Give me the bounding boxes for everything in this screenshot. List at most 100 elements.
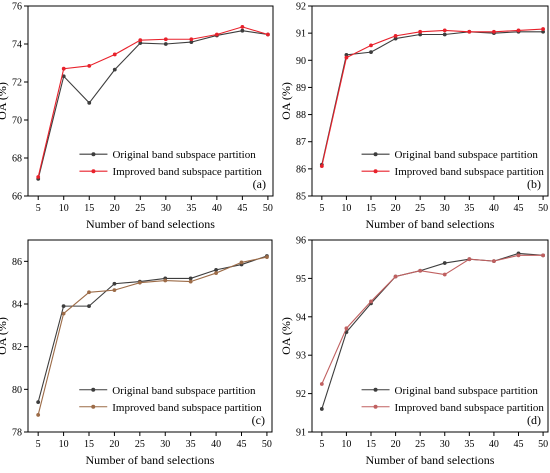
y-tick-label: 88: [296, 110, 306, 121]
x-tick-label: 20: [391, 203, 401, 214]
data-point: [188, 276, 193, 281]
x-tick-label: 45: [237, 439, 247, 450]
data-point: [240, 28, 245, 33]
x-tick-label: 30: [440, 203, 450, 214]
data-point: [112, 67, 117, 72]
data-point: [36, 400, 41, 405]
y-axis-label: OA (%): [279, 317, 293, 355]
data-point: [87, 304, 91, 309]
x-tick-label: 35: [186, 439, 196, 450]
series-line-1: [37, 255, 268, 403]
x-tick-label: 15: [366, 203, 376, 214]
legend-swatch-marker: [373, 387, 378, 392]
legend-label: Improved band subspace partition: [112, 402, 262, 414]
data-point: [467, 29, 472, 34]
y-tick-label: 89: [296, 83, 306, 94]
series-line-2: [321, 28, 544, 167]
legend-label: Improved band subspace partition: [395, 166, 545, 178]
data-point: [36, 413, 41, 417]
y-tick-label: 76: [12, 2, 22, 13]
data-point: [188, 279, 193, 284]
y-tick-label: 78: [12, 428, 22, 439]
x-tick-label: 40: [211, 439, 221, 450]
x-tick-label: 5: [36, 439, 41, 450]
data-point: [344, 55, 349, 60]
x-tick-label: 15: [366, 439, 376, 450]
panel-1: 5 10 15 20 25 30 35 40 45 50 66 68 70 72 74 76 Number of…: [0, 2, 274, 231]
data-point: [163, 278, 168, 283]
legend-swatch-marker: [91, 152, 96, 157]
y-tick-label: 94: [296, 312, 306, 323]
panel-label: (c): [252, 413, 265, 427]
x-tick-label: 20: [110, 203, 120, 214]
x-tick-label: 5: [319, 203, 324, 214]
legend-swatch-marker: [91, 387, 96, 392]
data-point: [189, 40, 194, 44]
legend-label: Original band subspace partition: [112, 149, 256, 161]
data-point: [467, 257, 472, 262]
y-tick-label: 86: [12, 257, 22, 268]
data-point: [61, 66, 66, 71]
legend-label: Improved band subspace partition: [395, 402, 545, 414]
data-point: [344, 326, 349, 331]
legend-swatch-marker: [373, 152, 378, 157]
x-tick-label: 25: [415, 203, 425, 214]
y-tick-label: 86: [296, 164, 306, 175]
series-line-2: [37, 256, 268, 416]
x-tick-label: 15: [84, 439, 94, 450]
plot-frame: [27, 239, 273, 433]
legend-label: Original band subspace partition: [395, 149, 539, 161]
x-tick-label: 30: [160, 439, 170, 450]
x-tick-label: 10: [341, 439, 351, 450]
x-tick-label: 25: [135, 203, 145, 214]
x-tick-label: 15: [84, 203, 94, 214]
x-tick-label: 5: [319, 439, 324, 450]
y-axis-label: OA (%): [279, 82, 293, 120]
data-point: [442, 32, 447, 37]
x-tick-label: 40: [212, 203, 222, 214]
x-tick-label: 10: [59, 439, 69, 450]
legend-swatch-marker: [373, 169, 378, 174]
data-point: [61, 304, 66, 309]
x-tick-label: 25: [415, 439, 425, 450]
x-tick-label: 5: [36, 203, 41, 214]
data-point: [112, 288, 117, 293]
data-point: [189, 37, 194, 42]
data-point: [369, 50, 373, 55]
data-point: [516, 253, 521, 258]
data-point: [240, 25, 245, 29]
data-point: [138, 38, 143, 43]
legend-label: Original band subspace partition: [112, 385, 256, 397]
x-tick-label: 10: [59, 203, 69, 214]
series-line-1: [321, 31, 544, 165]
x-tick-label: 50: [538, 439, 548, 450]
data-point: [319, 164, 324, 169]
x-tick-label: 45: [237, 203, 247, 214]
x-axis-label: Number of band selections: [86, 217, 215, 231]
x-tick-label: 50: [262, 439, 272, 450]
data-point: [36, 175, 41, 179]
x-axis-label: Number of band selections: [366, 453, 495, 467]
data-point: [442, 28, 447, 33]
x-tick-label: 50: [263, 203, 273, 214]
data-point: [442, 272, 447, 277]
y-tick-label: 90: [296, 56, 306, 67]
x-axis-label: Number of band selections: [366, 217, 495, 231]
data-point: [344, 52, 349, 57]
data-point: [418, 29, 423, 34]
x-tick-label: 45: [514, 439, 524, 450]
data-point: [138, 41, 143, 45]
data-point: [214, 32, 219, 37]
panel-3: 5 10 15 20 25 30 35 40 45 50 78 80 82 84 86 Number of b…: [0, 239, 273, 467]
data-point: [87, 63, 92, 68]
x-tick-label: 50: [538, 203, 548, 214]
y-tick-label: 95: [296, 274, 306, 285]
x-tick-label: 35: [464, 439, 474, 450]
x-tick-label: 35: [464, 203, 474, 214]
data-point: [516, 28, 521, 33]
data-point: [239, 260, 244, 265]
panel-4: 5 10 15 20 25 30 35 40 45 50 91 92 93 94 95 96 Number of…: [279, 236, 549, 467]
y-tick-label: 66: [12, 192, 22, 203]
data-point: [541, 29, 545, 34]
data-point: [214, 271, 218, 275]
